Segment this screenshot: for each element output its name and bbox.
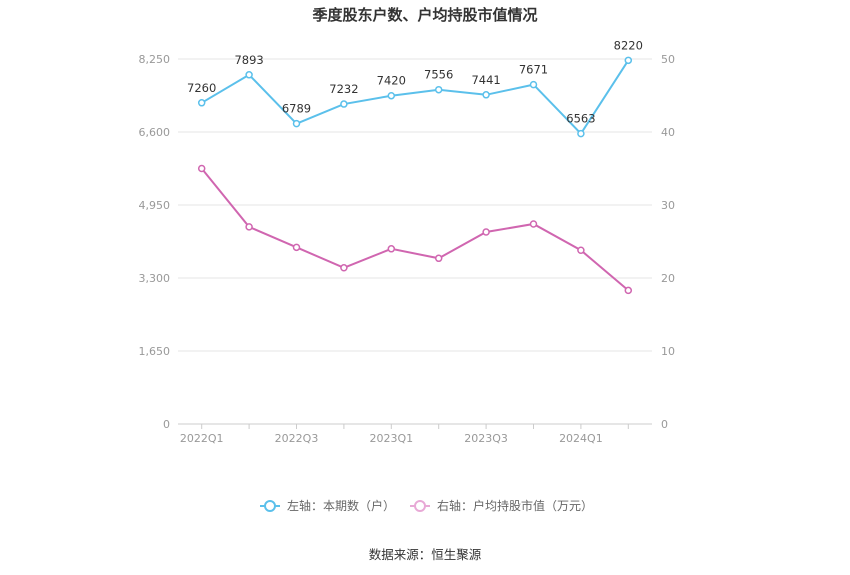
data-point[interactable] bbox=[245, 71, 253, 79]
data-source: 数据来源：恒生聚源 bbox=[369, 547, 482, 562]
legend-marker-right bbox=[414, 500, 426, 512]
right-tick-label: 40 bbox=[661, 126, 675, 139]
data-label: 6563 bbox=[566, 112, 595, 126]
data-point[interactable] bbox=[577, 129, 585, 138]
chart-title: 季度股东户数、户均持股市值情况 bbox=[312, 6, 537, 24]
data-point[interactable] bbox=[292, 243, 301, 252]
data-point[interactable] bbox=[292, 119, 301, 128]
data-point[interactable] bbox=[340, 100, 348, 108]
left-tick-label: 8,250 bbox=[139, 53, 171, 66]
data-point[interactable] bbox=[434, 254, 443, 263]
data-point[interactable] bbox=[624, 286, 633, 295]
x-tick-label: 2022Q1 bbox=[180, 432, 224, 445]
legend-label-right: 右轴：户均持股市值（万元） bbox=[437, 498, 593, 513]
data-point[interactable] bbox=[197, 99, 206, 107]
x-tick-label: 2022Q3 bbox=[275, 432, 319, 445]
right-tick-label: 20 bbox=[661, 272, 675, 285]
left-tick-label: 6,600 bbox=[139, 126, 171, 139]
left-tick-label: 4,950 bbox=[139, 199, 171, 212]
legend-label-left: 左轴：本期数（户） bbox=[287, 498, 395, 513]
data-label: 7260 bbox=[187, 81, 216, 95]
data-point[interactable] bbox=[245, 223, 253, 231]
data-label: 7232 bbox=[329, 82, 358, 96]
data-label: 7671 bbox=[519, 63, 548, 77]
data-point[interactable] bbox=[624, 56, 633, 65]
legend-marker-left bbox=[264, 500, 276, 512]
data-point[interactable] bbox=[577, 246, 585, 255]
data-label: 7441 bbox=[471, 73, 500, 87]
data-label: 8220 bbox=[614, 38, 643, 52]
series-line-left bbox=[201, 59, 630, 136]
data-point[interactable] bbox=[482, 91, 490, 99]
right-tick-label: 10 bbox=[661, 345, 675, 358]
series-left: 7260 7893 6789 7232 7420 7556 7441 7671 6563 8220 bbox=[187, 38, 643, 138]
data-label: 6789 bbox=[282, 102, 311, 116]
data-point[interactable] bbox=[434, 85, 443, 94]
data-point[interactable] bbox=[529, 80, 538, 89]
data-point[interactable] bbox=[529, 220, 538, 228]
x-tick-label: 2023Q1 bbox=[369, 432, 413, 445]
data-point[interactable] bbox=[387, 245, 396, 253]
data-point[interactable] bbox=[387, 91, 396, 100]
data-label: 7556 bbox=[424, 68, 453, 82]
series-line-right bbox=[200, 167, 629, 292]
left-tick-label: 1,650 bbox=[139, 345, 171, 358]
right-tick-label: 0 bbox=[661, 418, 668, 431]
data-point[interactable] bbox=[340, 264, 348, 272]
legend-item-left[interactable]: 左轴：本期数（户） bbox=[260, 498, 395, 513]
right-tick-label: 30 bbox=[661, 199, 675, 212]
left-tick-label: 3,300 bbox=[139, 272, 171, 285]
x-tick-label: 2023Q3 bbox=[464, 432, 508, 445]
legend: 左轴：本期数（户） 右轴：户均持股市值（万元） bbox=[260, 498, 593, 513]
axes: 0 1,650 3,300 4,950 6,600 8,250 0 10 20 30 40 50 202… bbox=[139, 53, 676, 445]
x-tick-label: 2024Q1 bbox=[559, 432, 603, 445]
right-tick-label: 50 bbox=[661, 53, 675, 66]
legend-item-right[interactable]: 右轴：户均持股市值（万元） bbox=[410, 498, 593, 513]
data-label: 7893 bbox=[234, 53, 263, 67]
series-layer: 7260 7893 6789 7232 7420 7556 7441 7671 6563 8220 bbox=[187, 38, 643, 295]
grid-lines bbox=[178, 58, 652, 352]
left-tick-label: 0 bbox=[163, 418, 170, 431]
series-right bbox=[197, 164, 633, 295]
data-label: 7420 bbox=[377, 74, 406, 88]
data-point[interactable] bbox=[197, 164, 206, 173]
data-point[interactable] bbox=[482, 228, 490, 236]
